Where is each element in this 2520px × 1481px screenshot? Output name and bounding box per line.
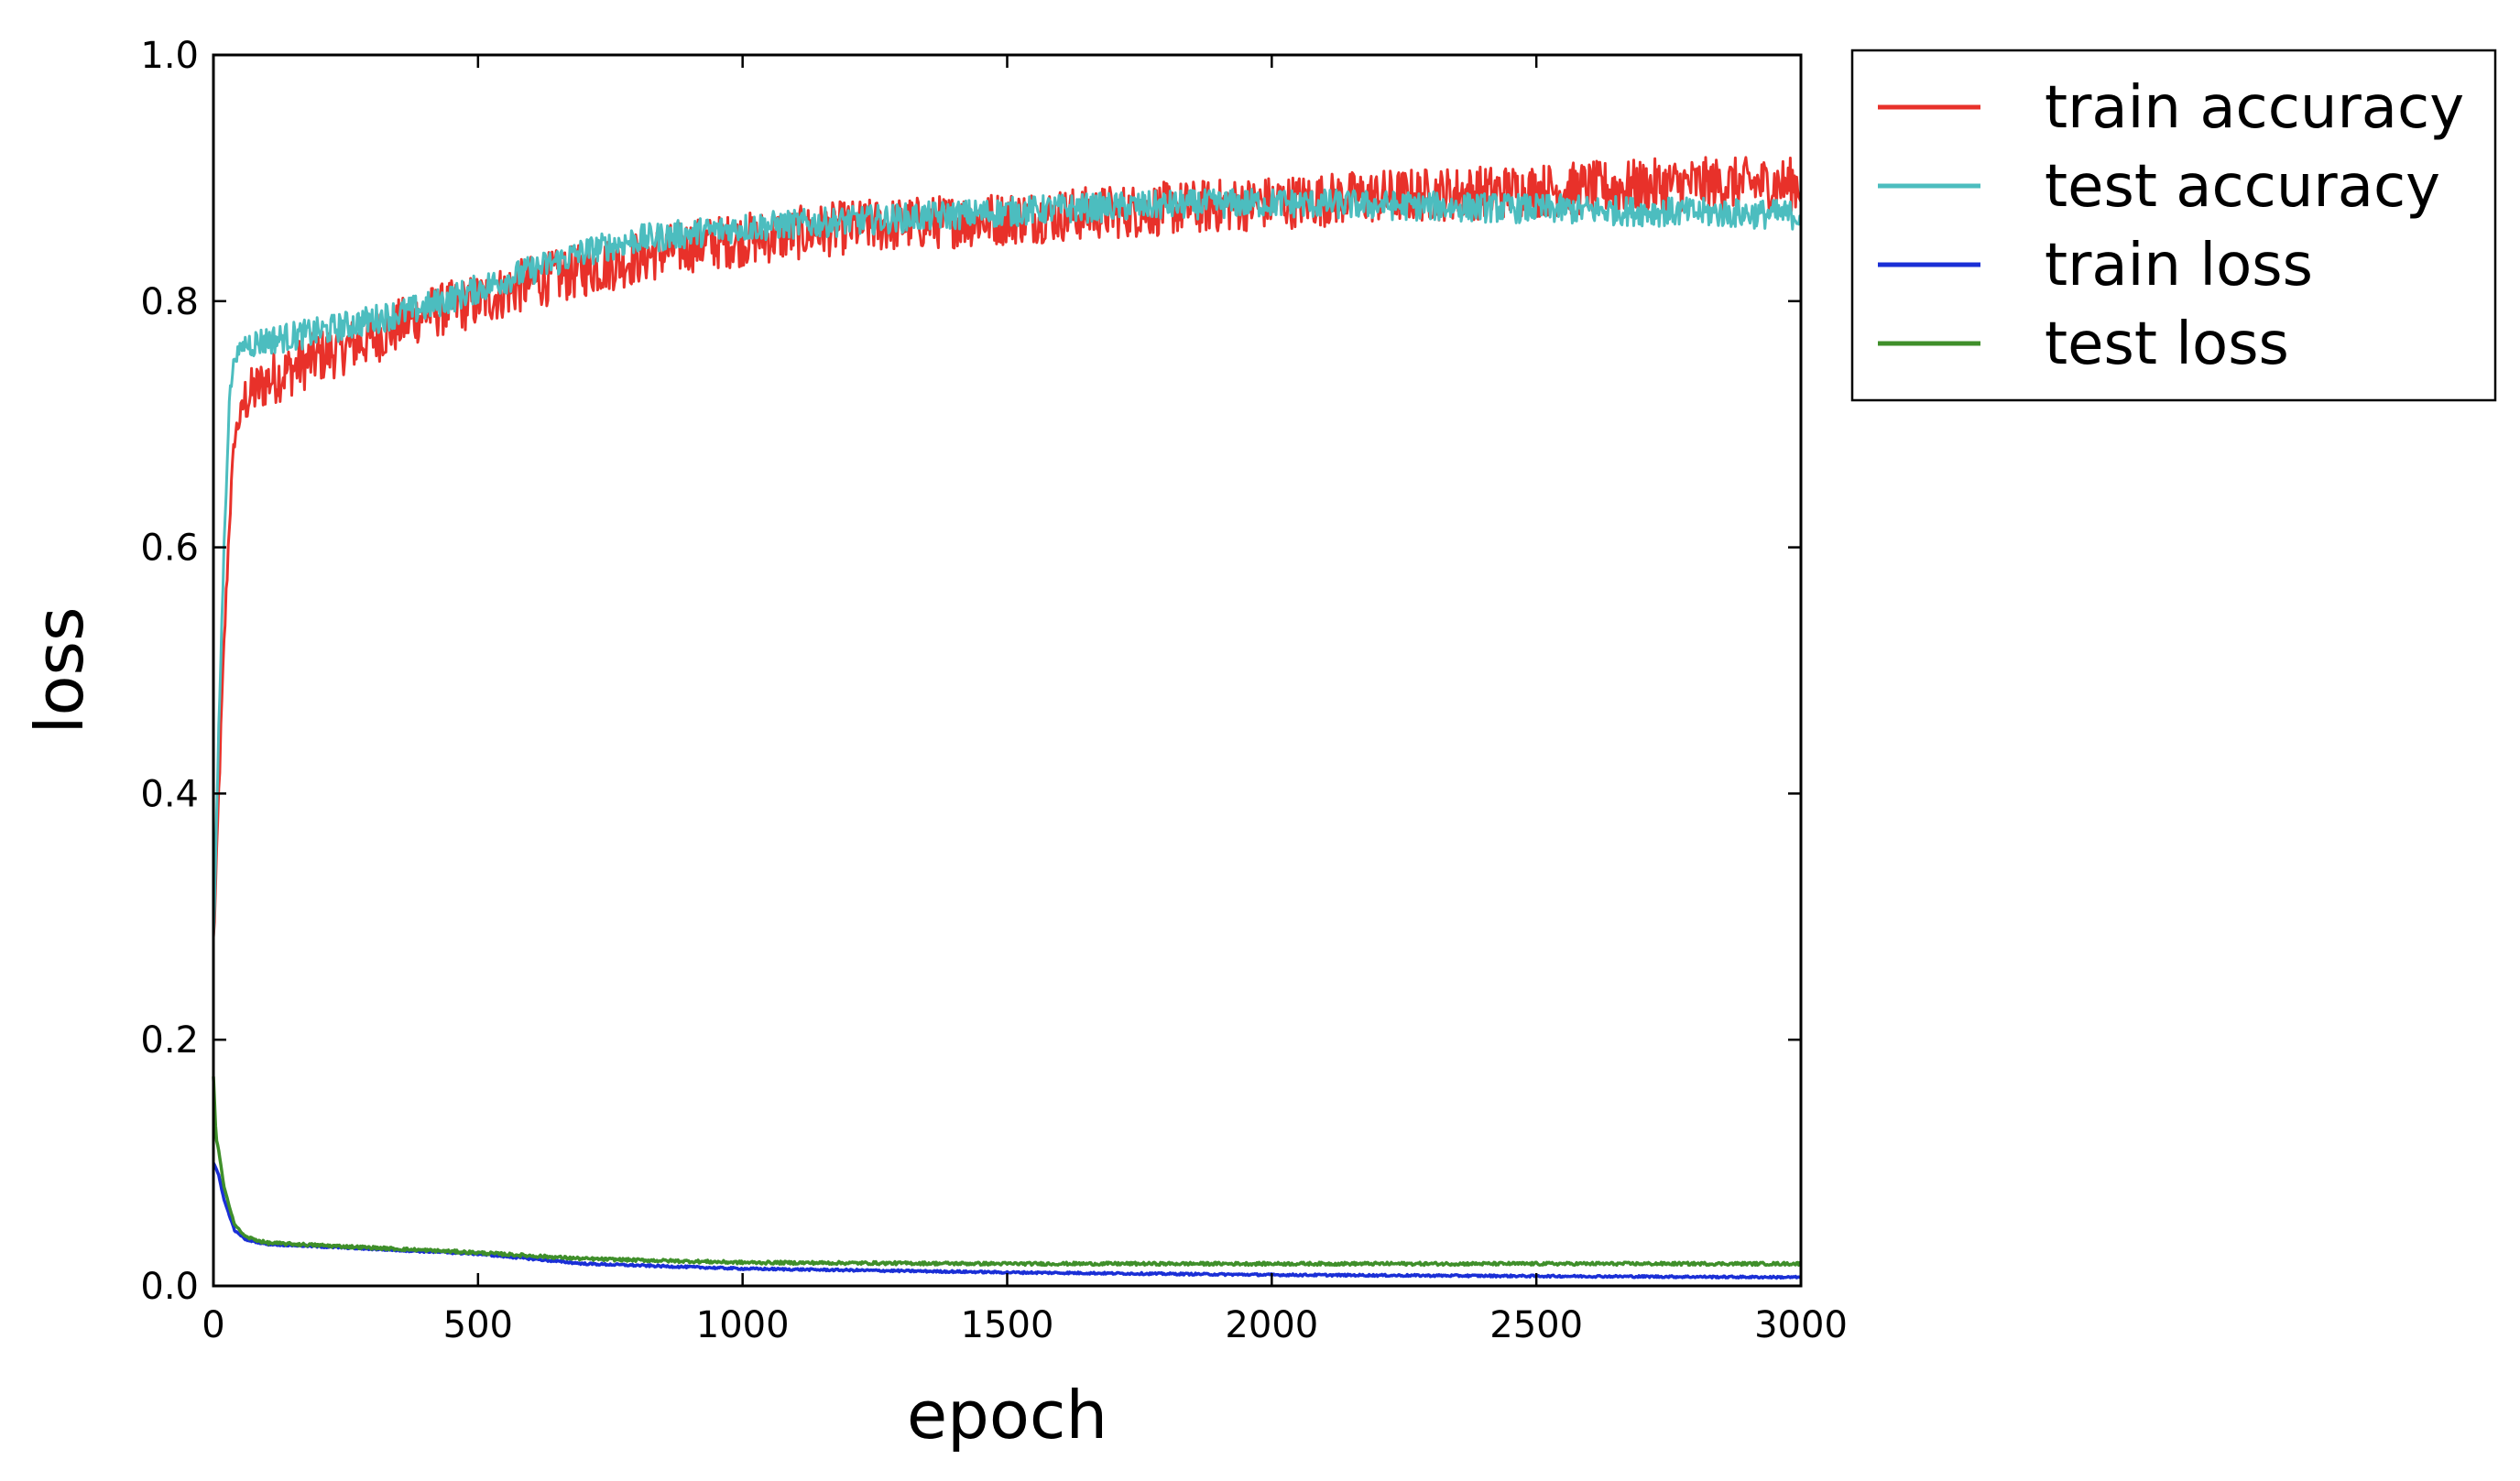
y-tick-label: 0.8 [140,281,199,323]
x-tick-label: 3000 [1754,1304,1848,1346]
x-tick-label: 2500 [1489,1304,1583,1346]
plot-series-group [212,156,1803,1280]
series-line-test-loss [212,1076,1803,1268]
series-line-train-loss [212,1161,1803,1280]
x-tick-label: 500 [443,1304,513,1346]
legend-entry-label: train accuracy [2045,74,2464,142]
legend-entry-label: test loss [2045,310,2289,378]
y-tick-label: 0.6 [140,528,199,570]
x-tick-label: 2000 [1225,1304,1318,1346]
legend-entry-label: train loss [2045,232,2313,299]
y-axis-label: loss [21,606,98,734]
x-tick-label: 1500 [961,1304,1054,1346]
legend: train accuracy test accuracy train loss tes… [1850,49,2497,402]
series-line-test-accuracy [212,188,1803,938]
series-line-train-accuracy [212,156,1803,938]
y-tick-label: 0.2 [140,1019,199,1062]
legend-entry-label: test accuracy [2045,153,2440,221]
x-axis-ticks: 0 500 1000 1500 2000 2500 3000 [202,55,1848,1346]
x-tick-label: 1000 [696,1304,790,1346]
y-tick-label: 0.4 [140,773,199,815]
x-axis-label: epoch [907,1377,1107,1454]
y-tick-label: 1.0 [140,35,199,77]
y-tick-label: 0.0 [140,1266,199,1308]
x-tick-label: 0 [202,1304,224,1346]
y-axis-ticks: 0.0 0.2 0.4 0.6 0.8 1.0 [140,35,1801,1308]
